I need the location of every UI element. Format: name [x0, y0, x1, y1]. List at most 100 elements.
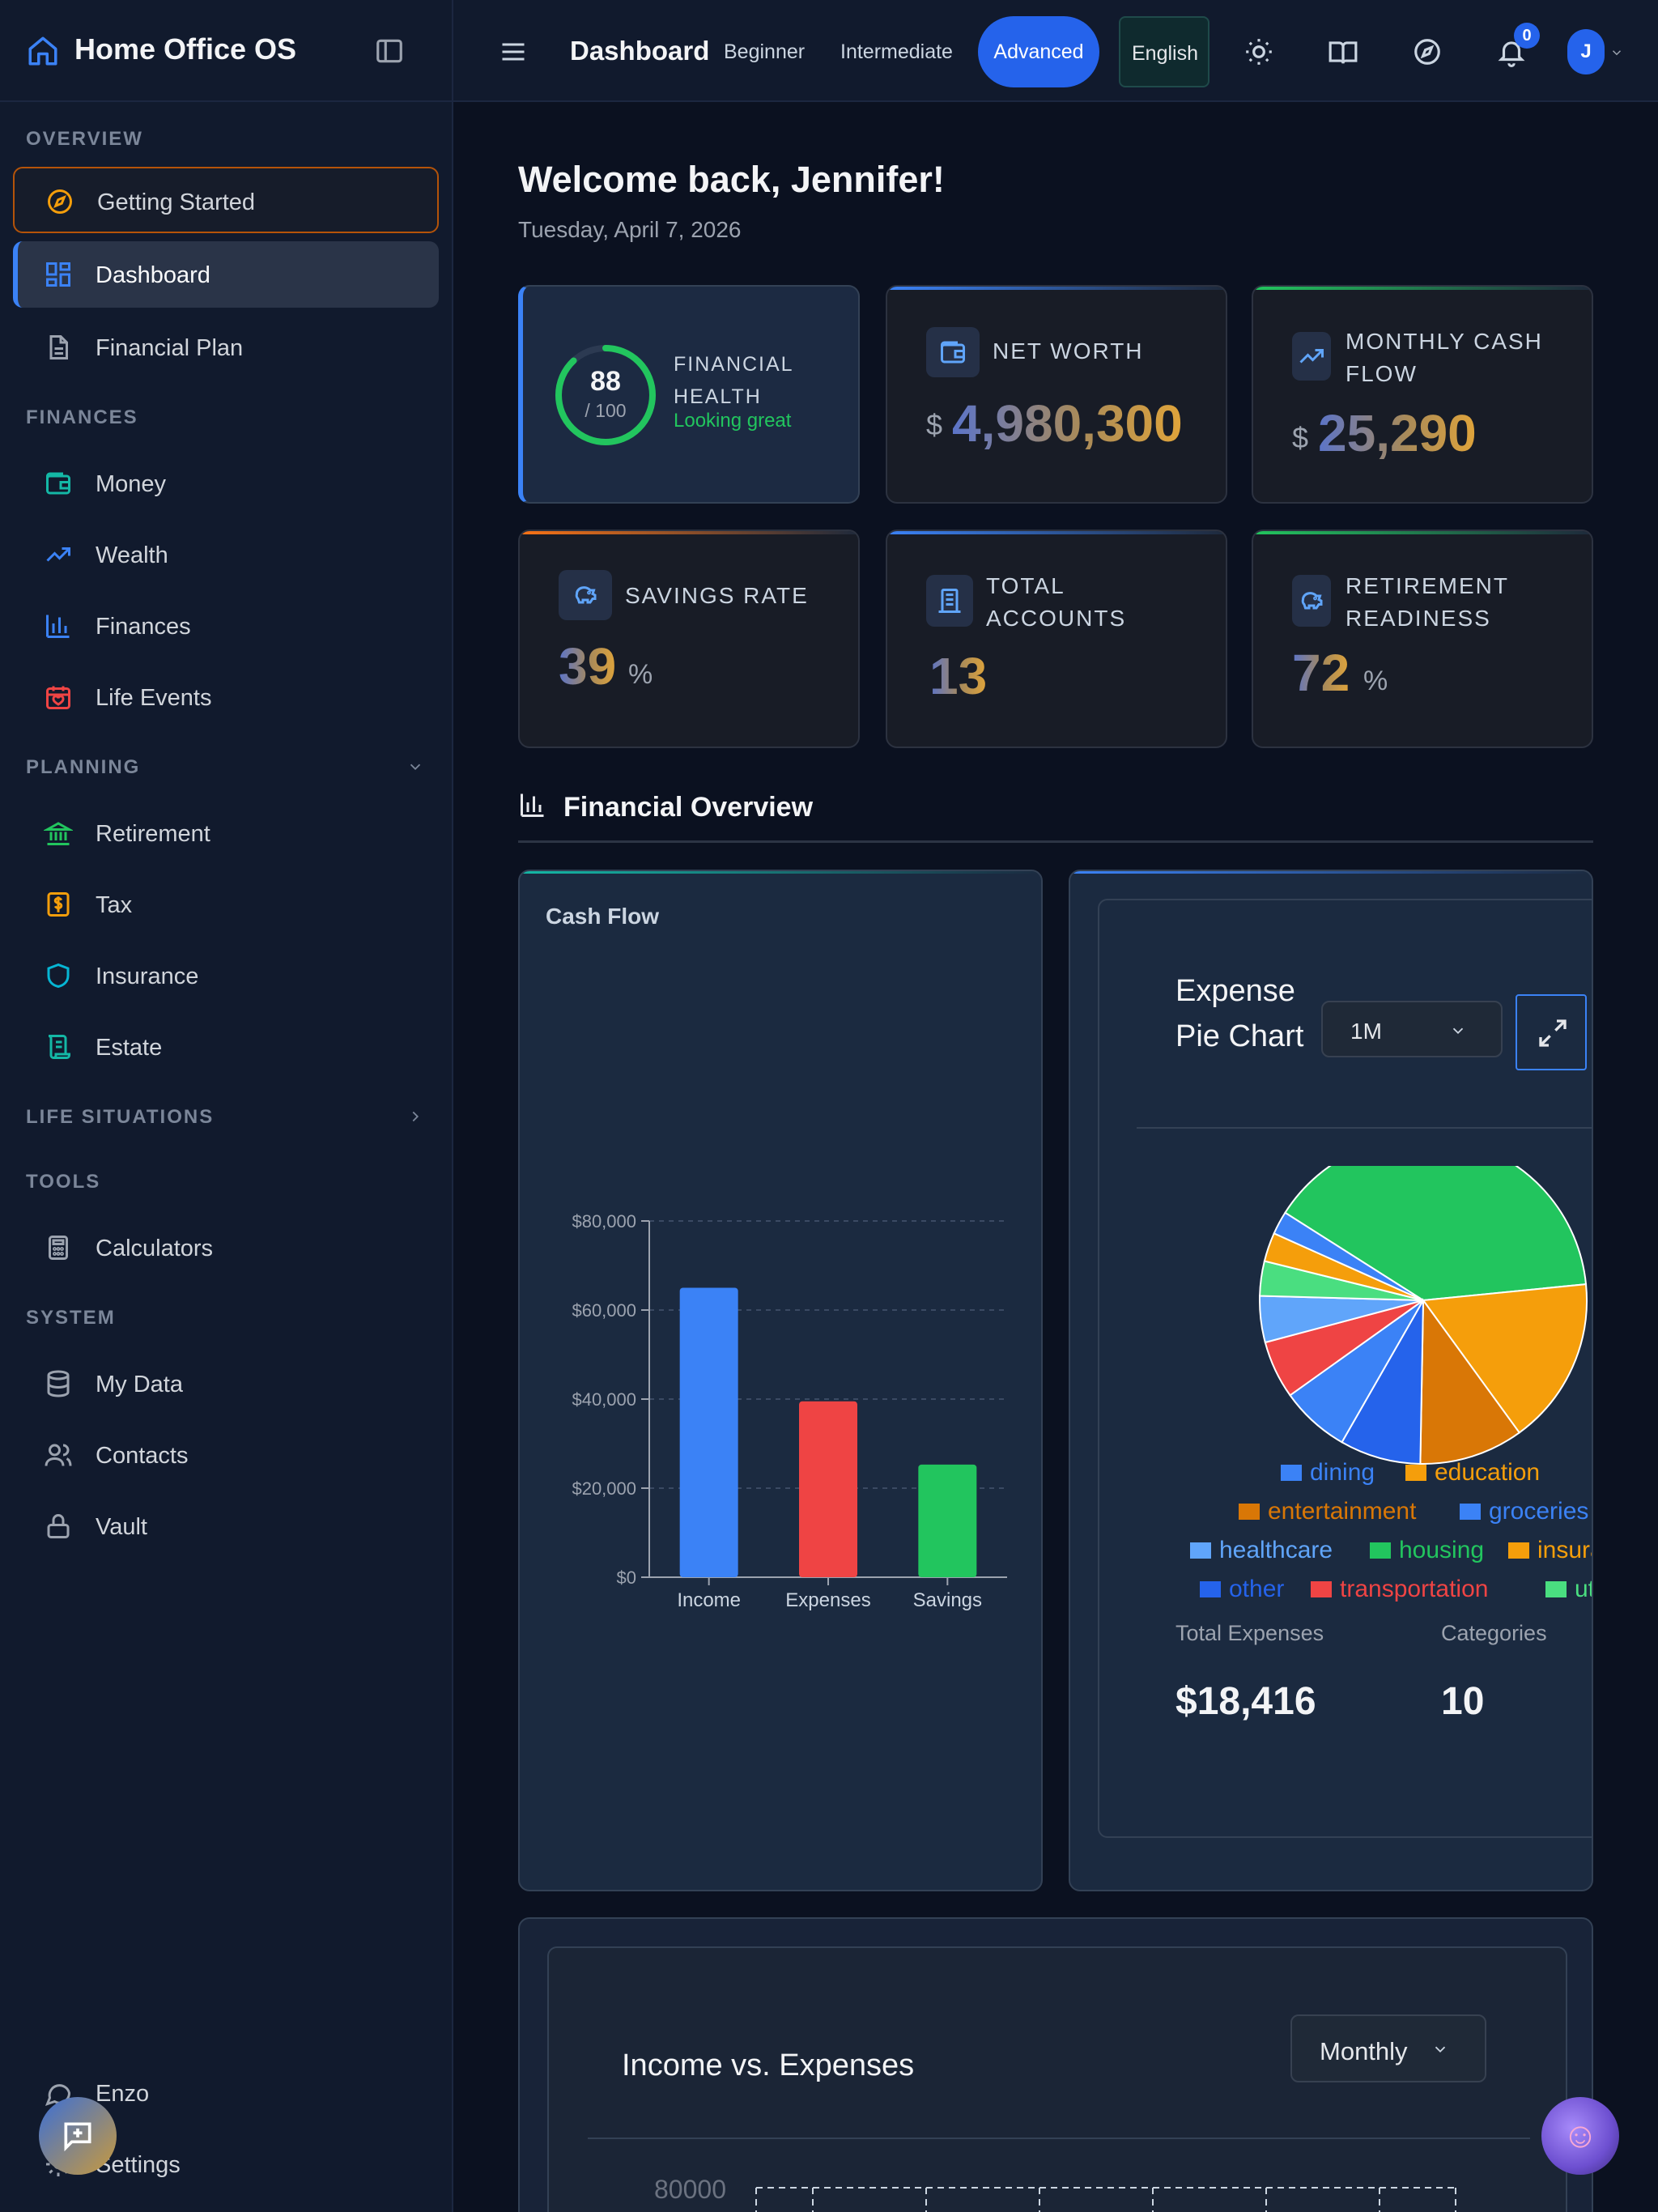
database-icon — [47, 1370, 70, 1397]
language-select[interactable]: English — [1119, 16, 1209, 87]
sidebar-item-contacts[interactable]: Contacts — [13, 1422, 439, 1488]
percent-unit: % — [628, 659, 653, 690]
chevron-down-icon[interactable] — [1609, 45, 1624, 60]
sun-icon[interactable] — [1244, 36, 1274, 67]
section-planning[interactable]: PLANNING — [26, 756, 421, 779]
app-title: Home Office OS — [74, 32, 297, 66]
feedback-button[interactable] — [39, 2097, 117, 2175]
bar-expenses[interactable] — [799, 1401, 857, 1577]
interval-select[interactable]: Monthly — [1290, 2014, 1486, 2082]
savings-rate-card[interactable]: SAVINGS RATE 39 % — [518, 530, 860, 748]
legend-swatch — [1239, 1504, 1260, 1520]
sidebar-item-dashboard[interactable]: Dashboard — [13, 241, 439, 308]
assistant-bot-button[interactable]: ☺ — [1541, 2097, 1619, 2175]
piggy-bank-icon — [1301, 592, 1323, 610]
legend-label: transportation — [1340, 1576, 1489, 1602]
legend-item-healthcare[interactable]: healthcare — [1190, 1537, 1333, 1564]
slice-dining[interactable] — [1273, 1211, 1424, 1301]
period-select[interactable]: 1M — [1321, 1001, 1503, 1057]
sidebar-item-label: Tax — [96, 892, 133, 918]
sidebar-item-tax[interactable]: Tax — [13, 871, 439, 938]
categories-value: 10 — [1441, 1680, 1485, 1723]
sidebar-item-my-data[interactable]: My Data — [13, 1351, 439, 1417]
net-worth-label: NET WORTH — [993, 338, 1144, 364]
health-label: FINANCIAL HEALTH — [674, 353, 793, 408]
legend-item-transportation[interactable]: transportation — [1311, 1576, 1488, 1603]
slice-housing[interactable] — [1284, 1137, 1588, 1302]
bell-icon[interactable] — [1496, 36, 1527, 67]
legend-item-entertainment[interactable]: entertainment — [1239, 1498, 1416, 1525]
home-icon[interactable] — [26, 34, 60, 68]
legend-swatch — [1281, 1465, 1302, 1481]
income-vs-expenses-title: Income vs. Expenses — [622, 2048, 915, 2082]
total-accounts-card[interactable]: TOTAL ACCOUNTS 13 — [886, 530, 1227, 748]
level-intermediate-button[interactable]: Intermediate — [840, 40, 953, 63]
legend-item-education[interactable]: education — [1405, 1459, 1540, 1487]
sidebar-item-wealth[interactable]: Wealth — [13, 521, 439, 588]
section-life-situations[interactable]: LIFE SITUATIONS — [26, 1106, 419, 1129]
wallet-icon — [46, 472, 70, 495]
hamburger-menu-icon[interactable] — [499, 37, 528, 66]
bank-icon — [44, 822, 73, 845]
sidebar-item-insurance[interactable]: Insurance — [13, 942, 439, 1009]
bar-income[interactable] — [679, 1287, 738, 1578]
compass-icon[interactable] — [1412, 36, 1443, 67]
savings-icon-box — [559, 570, 612, 620]
sidebar-item-vault[interactable]: Vault — [13, 1493, 439, 1559]
currency-symbol: $ — [926, 408, 943, 441]
bar-chart-icon — [521, 793, 544, 817]
expand-button[interactable] — [1516, 994, 1587, 1070]
y-tick-label: $0 — [617, 1568, 636, 1588]
sidebar-item-label: Estate — [96, 1035, 163, 1061]
card-accent-line — [887, 287, 1226, 290]
slice-other[interactable] — [1341, 1300, 1424, 1465]
sidebar-item-life-events[interactable]: Life Events — [13, 664, 439, 730]
section-overview: OVERVIEW — [26, 128, 143, 150]
legend-swatch — [1200, 1581, 1221, 1597]
slice-entertainment[interactable] — [1419, 1297, 1521, 1465]
sidebar-item-calculators[interactable]: Calculators — [13, 1214, 439, 1281]
financial-health-card[interactable]: 88 / 100 FINANCIAL HEALTH Looking great — [518, 285, 860, 504]
avatar[interactable]: J — [1567, 29, 1605, 74]
level-beginner-button[interactable]: Beginner — [724, 40, 806, 63]
y-axis-tick-label: 80000 — [654, 2175, 726, 2204]
retirement-readiness-value: 72 — [1292, 644, 1350, 702]
savings-rate-label: SAVINGS RATE — [625, 583, 809, 608]
legend-item-housing[interactable]: housing — [1370, 1537, 1484, 1564]
sidebar-item-retirement[interactable]: Retirement — [13, 800, 439, 866]
legend-label: utili — [1575, 1576, 1593, 1602]
retirement-readiness-card[interactable]: RETIREMENT READINESS 72 % — [1252, 530, 1593, 748]
pie-slices — [1259, 1137, 1588, 1465]
sidebar-item-finances[interactable]: Finances — [13, 593, 439, 659]
legend-item-utili[interactable]: utili — [1545, 1576, 1593, 1603]
monthly-cash-flow-card[interactable]: MONTHLY CASH FLOW $ 25,290 — [1252, 285, 1593, 504]
bar-savings[interactable] — [918, 1464, 977, 1577]
dashboard-icon — [46, 262, 70, 287]
book-icon[interactable] — [1328, 36, 1358, 67]
shield-icon — [47, 963, 70, 989]
sidebar-item-money[interactable]: Money — [13, 450, 439, 517]
legend-label: entertainment — [1268, 1498, 1417, 1525]
sidebar-toggle-icon[interactable] — [374, 36, 405, 66]
sidebar-item-financial-plan[interactable]: Financial Plan — [13, 314, 439, 381]
panel-accent-line — [520, 871, 1041, 874]
section-divider — [518, 840, 1593, 843]
section-system: SYSTEM — [26, 1307, 116, 1329]
legend-item-insura[interactable]: insura — [1508, 1537, 1592, 1564]
sidebar-item-getting-started[interactable]: Getting Started — [13, 167, 439, 233]
legend-label: other — [1229, 1576, 1285, 1602]
legend-swatch — [1370, 1542, 1391, 1559]
welcome-heading: Welcome back, Jennifer! — [518, 159, 945, 200]
piggy-bank-icon — [575, 586, 597, 604]
legend-item-groceries[interactable]: groceries — [1460, 1498, 1588, 1525]
legend-item-dining[interactable]: dining — [1281, 1459, 1375, 1487]
legend-item-other[interactable]: other — [1200, 1576, 1284, 1603]
net-worth-card[interactable]: NET WORTH $ 4,980,300 — [886, 285, 1227, 504]
sidebar-item-estate[interactable]: Estate — [13, 1014, 439, 1080]
compass-icon — [48, 189, 72, 214]
slice-insurance[interactable] — [1422, 1283, 1588, 1434]
interval-select-value: Monthly — [1320, 2037, 1408, 2065]
level-advanced-button[interactable]: Advanced — [978, 16, 1099, 87]
y-tick-label: $80,000 — [572, 1211, 636, 1231]
sidebar-item-label: Getting Started — [97, 189, 256, 215]
